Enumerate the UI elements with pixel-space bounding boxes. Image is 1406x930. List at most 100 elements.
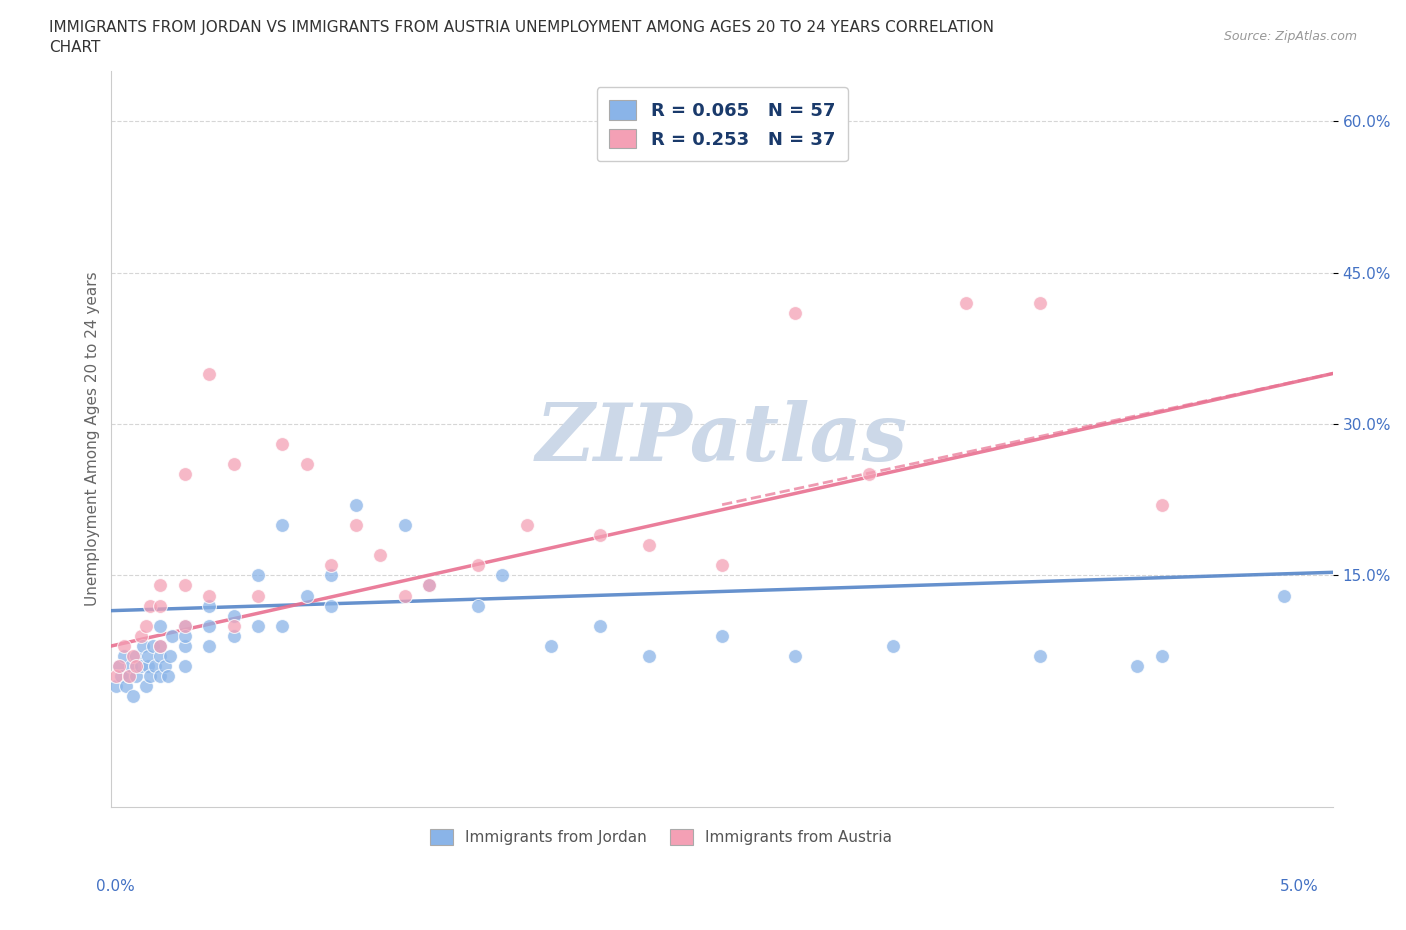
Point (246, 588, 269, 603)
Point (1126, 658, 1149, 673)
Point (115, 679, 138, 694)
Point (173, 618, 195, 633)
Point (173, 618, 195, 633)
Point (295, 457, 318, 472)
Point (139, 598, 162, 613)
Point (222, 608, 245, 623)
Point (173, 578, 195, 592)
Point (637, 648, 659, 663)
Point (711, 629, 734, 644)
Point (540, 639, 562, 654)
Point (246, 618, 269, 633)
Point (589, 527, 612, 542)
Point (139, 669, 162, 684)
Point (321, 598, 343, 613)
Point (156, 669, 179, 684)
Point (149, 639, 172, 654)
Point (112, 648, 135, 663)
Point (173, 658, 195, 673)
Text: Source: ZipAtlas.com: Source: ZipAtlas.com (1223, 30, 1357, 43)
Point (117, 669, 139, 684)
Point (159, 648, 181, 663)
Point (589, 618, 612, 633)
Point (105, 669, 128, 684)
Point (135, 618, 157, 633)
Point (418, 578, 440, 592)
Point (222, 457, 245, 472)
Point (132, 639, 155, 654)
Point (491, 568, 513, 583)
Point (858, 467, 880, 482)
Point (785, 648, 807, 663)
Point (107, 658, 129, 673)
Point (149, 598, 172, 613)
Point (136, 658, 159, 673)
Point (149, 669, 172, 684)
Point (107, 658, 129, 673)
Point (1150, 648, 1173, 663)
Point (142, 639, 165, 654)
Point (110, 669, 132, 684)
Point (418, 578, 440, 592)
Point (222, 629, 245, 644)
Y-axis label: Unemployment Among Ages 20 to 24 years: Unemployment Among Ages 20 to 24 years (86, 272, 100, 606)
Point (120, 658, 142, 673)
Point (955, 296, 977, 311)
Point (271, 517, 294, 532)
Point (637, 538, 659, 552)
Point (149, 648, 172, 663)
Text: 0.0%: 0.0% (96, 879, 135, 894)
Point (222, 618, 245, 633)
Point (135, 679, 157, 694)
Point (125, 648, 148, 663)
Point (136, 648, 159, 663)
Point (785, 306, 807, 321)
Point (344, 498, 367, 512)
Point (122, 648, 145, 663)
Point (162, 629, 184, 644)
Point (246, 568, 269, 583)
Point (1272, 588, 1295, 603)
Point (198, 366, 221, 381)
Point (1028, 648, 1050, 663)
Point (105, 679, 128, 694)
Point (149, 578, 172, 592)
Point (295, 588, 318, 603)
Text: ZIPatlas: ZIPatlas (536, 400, 908, 478)
Legend: Immigrants from Jordan, Immigrants from Austria: Immigrants from Jordan, Immigrants from … (425, 822, 898, 851)
Point (394, 517, 416, 532)
Point (467, 598, 489, 613)
Point (112, 639, 135, 654)
Point (321, 568, 343, 583)
Point (173, 639, 195, 654)
Point (271, 618, 294, 633)
Point (125, 658, 148, 673)
Point (271, 437, 294, 452)
Point (198, 639, 221, 654)
Point (153, 658, 176, 673)
Point (344, 517, 367, 532)
Text: IMMIGRANTS FROM JORDAN VS IMMIGRANTS FROM AUSTRIA UNEMPLOYMENT AMONG AGES 20 TO : IMMIGRANTS FROM JORDAN VS IMMIGRANTS FRO… (49, 20, 994, 35)
Point (321, 558, 343, 573)
Point (368, 548, 391, 563)
Point (149, 618, 172, 633)
Point (467, 558, 489, 573)
Point (145, 658, 167, 673)
Text: 5.0%: 5.0% (1279, 879, 1319, 894)
Text: CHART: CHART (49, 40, 101, 55)
Point (882, 639, 904, 654)
Point (1150, 498, 1173, 512)
Point (516, 517, 538, 532)
Point (198, 618, 221, 633)
Point (394, 588, 416, 603)
Point (198, 598, 221, 613)
Point (1028, 296, 1050, 311)
Point (117, 669, 139, 684)
Point (129, 658, 152, 673)
Point (122, 689, 145, 704)
Point (125, 669, 148, 684)
Point (711, 558, 734, 573)
Point (198, 588, 221, 603)
Point (129, 629, 152, 644)
Point (173, 467, 195, 482)
